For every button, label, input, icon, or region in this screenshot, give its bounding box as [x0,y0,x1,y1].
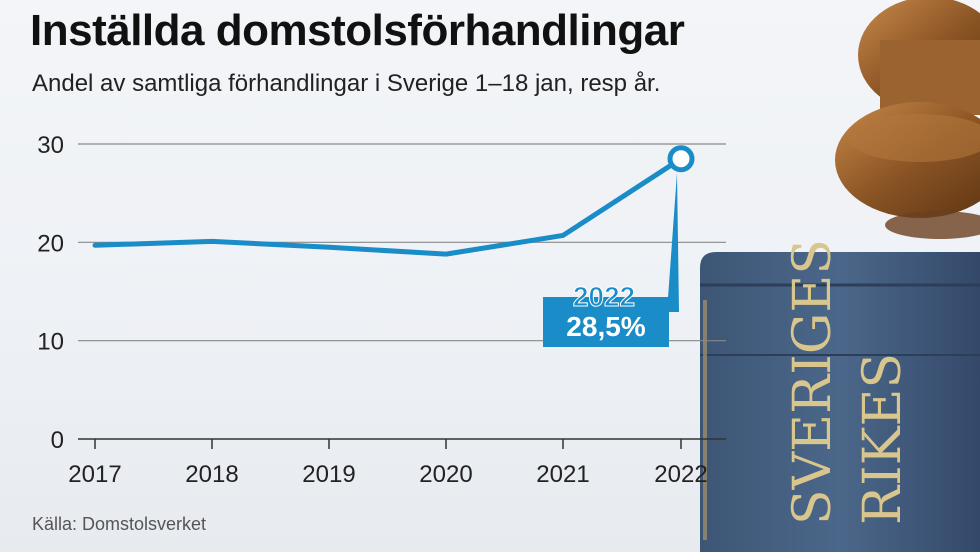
callout-year-label: 2022 [573,281,635,312]
series-line [92,156,684,257]
x-tick-label: 2022 [654,461,707,488]
book-spine-text: SVERIGES [783,239,843,525]
callout-value-label: 28,5% [566,311,645,342]
x-tick-label: 2019 [302,461,355,488]
y-tick-label: 0 [51,427,64,454]
chart-subtitle: Andel av samtliga förhandlingar i Sverig… [32,70,661,97]
x-tick-label: 2018 [185,461,238,488]
chart-title: Inställda domstolsförhandlingar [30,6,685,55]
highlight-marker [667,145,695,173]
y-tick-label: 20 [37,230,64,257]
x-tick-label: 2021 [536,461,589,488]
book-spine-text: RIKES [853,353,913,525]
y-axis: 0 10 20 30 [37,132,64,454]
y-tick-label: 10 [37,329,64,356]
x-tick-label: 2020 [419,461,472,488]
x-tick-label: 2017 [68,461,121,488]
series-layer [92,156,684,257]
callout-pointer [667,172,679,312]
y-tick-label: 30 [37,132,64,159]
x-axis: 2017 2018 2019 2020 2021 2022 [68,439,708,488]
callout-box [543,297,669,347]
source-note: Källa: Domstolsverket [32,514,207,534]
law-book-illustration: SVERIGES RIKES [700,239,980,552]
gavel-illustration [835,0,980,239]
